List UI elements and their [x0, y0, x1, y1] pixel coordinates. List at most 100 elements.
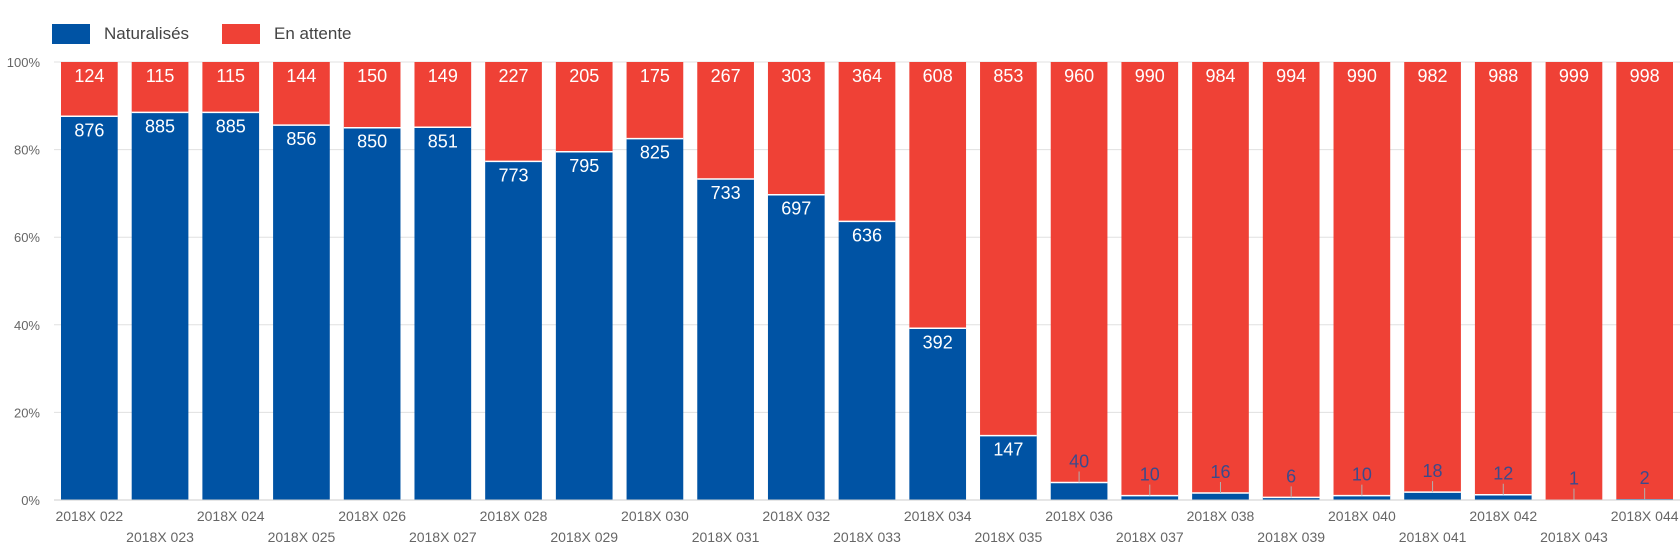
bar-segment-en-attente — [1121, 62, 1179, 496]
bar-segment-naturalises — [131, 112, 189, 501]
y-tick-label: 20% — [14, 405, 40, 420]
x-tick-label: 2018X 028 — [480, 508, 548, 524]
x-tick-label: 2018X 040 — [1328, 508, 1396, 524]
bar-segment-naturalises — [838, 221, 896, 500]
legend-swatch-naturalises — [52, 24, 90, 44]
data-label-naturalises: 147 — [993, 440, 1023, 460]
bar-segment-en-attente — [1050, 62, 1108, 483]
bar-segment-en-attente — [1262, 62, 1320, 498]
data-label-en-attente: 303 — [781, 66, 811, 86]
bar-segment-en-attente — [131, 62, 189, 113]
data-label-en-attente: 998 — [1630, 66, 1660, 86]
bar-segment-en-attente — [202, 62, 260, 113]
x-tick-label: 2018X 033 — [833, 529, 901, 545]
bar-segment-naturalises — [61, 116, 118, 500]
bar-segment-naturalises — [1474, 494, 1532, 500]
y-tick-label: 40% — [14, 318, 40, 333]
data-label-naturalises: 773 — [498, 165, 528, 185]
data-label-en-attente: 150 — [357, 66, 387, 86]
x-tick-label: 2018X 034 — [904, 508, 972, 524]
data-label-en-attente: 227 — [498, 66, 528, 86]
data-label-en-attente: 960 — [1064, 66, 1094, 86]
data-label-naturalises: 850 — [357, 132, 387, 152]
bar-segment-en-attente — [485, 62, 542, 162]
y-tick-label: 80% — [14, 143, 40, 158]
y-tick-label: 0% — [21, 493, 40, 508]
data-label-naturalises: 856 — [286, 129, 316, 149]
bar-segment-en-attente — [697, 62, 754, 179]
x-tick-label: 2018X 029 — [550, 529, 618, 545]
legend-item-naturalises[interactable]: Naturalisés — [52, 22, 189, 46]
data-label-naturalises: 10 — [1352, 465, 1372, 485]
data-label-en-attente: 149 — [428, 66, 458, 86]
data-label-en-attente: 853 — [993, 66, 1023, 86]
data-label-en-attente: 982 — [1418, 66, 1448, 86]
bar-segment-naturalises — [202, 112, 260, 501]
data-label-naturalises: 10 — [1140, 465, 1160, 485]
bar-segment-en-attente — [838, 62, 896, 222]
data-label-naturalises: 392 — [923, 332, 953, 352]
data-label-naturalises: 885 — [216, 116, 246, 136]
data-label-naturalises: 6 — [1286, 466, 1296, 486]
bar-segment-en-attente — [1616, 62, 1673, 500]
data-label-en-attente: 994 — [1276, 66, 1306, 86]
bar-segment-en-attente — [1333, 62, 1391, 496]
bar-segment-naturalises — [414, 127, 472, 501]
bar-segment-naturalises — [1050, 482, 1108, 500]
data-label-naturalises: 12 — [1493, 464, 1513, 484]
bar-segment-naturalises — [1333, 495, 1391, 500]
data-label-en-attente: 984 — [1205, 66, 1235, 86]
data-label-en-attente: 205 — [569, 66, 599, 86]
data-label-en-attente: 364 — [852, 66, 882, 86]
bar-segment-en-attente — [1192, 62, 1249, 493]
x-tick-label: 2018X 022 — [55, 508, 123, 524]
bar-segment-naturalises — [909, 328, 967, 500]
bar-segment-naturalises — [626, 138, 684, 500]
x-tick-label: 2018X 044 — [1611, 508, 1679, 524]
x-tick-label: 2018X 043 — [1540, 529, 1608, 545]
data-label-en-attente: 608 — [923, 66, 953, 86]
bar-segment-naturalises — [485, 161, 542, 500]
data-label-naturalises: 636 — [852, 225, 882, 245]
data-label-en-attente: 988 — [1488, 66, 1518, 86]
x-tick-label: 2018X 027 — [409, 529, 477, 545]
bar-segment-naturalises — [273, 125, 330, 501]
data-label-en-attente: 144 — [286, 66, 316, 86]
data-label-naturalises: 18 — [1423, 461, 1443, 481]
bar-segment-naturalises — [1192, 492, 1249, 500]
y-tick-label: 100% — [7, 55, 41, 70]
bar-segment-en-attente — [767, 62, 825, 195]
x-tick-label: 2018X 039 — [1257, 529, 1325, 545]
bar-segment-en-attente — [980, 62, 1037, 436]
bar-segment-en-attente — [1545, 62, 1603, 500]
bar-segment-en-attente — [1404, 62, 1461, 493]
data-label-naturalises: 851 — [428, 131, 458, 151]
x-tick-label: 2018X 037 — [1116, 529, 1184, 545]
x-tick-label: 2018X 042 — [1469, 508, 1537, 524]
data-label-en-attente: 115 — [146, 66, 175, 86]
x-tick-label: 2018X 031 — [692, 529, 760, 545]
legend-label-naturalises: Naturalisés — [104, 24, 190, 43]
x-tick-label: 2018X 025 — [268, 529, 336, 545]
bar-segment-en-attente — [273, 62, 330, 126]
x-tick-label: 2018X 038 — [1187, 508, 1255, 524]
x-tick-label: 2018X 041 — [1399, 529, 1467, 545]
data-label-naturalises: 733 — [711, 183, 741, 203]
bar-segment-en-attente — [414, 62, 472, 128]
x-tick-label: 2018X 035 — [975, 529, 1043, 545]
data-label-naturalises: 16 — [1210, 462, 1230, 482]
x-tick-label: 2018X 026 — [338, 508, 406, 524]
bar-segment-en-attente — [626, 62, 684, 139]
data-label-en-attente: 175 — [640, 66, 670, 86]
bar-segment-naturalises — [1121, 495, 1179, 500]
data-label-en-attente: 115 — [216, 66, 245, 86]
x-tick-label: 2018X 024 — [197, 508, 265, 524]
bar-segment-en-attente — [1474, 62, 1532, 495]
data-label-naturalises: 697 — [781, 199, 811, 219]
data-label-naturalises: 795 — [569, 156, 599, 176]
bar-segment-en-attente — [343, 62, 401, 128]
data-label-en-attente: 990 — [1347, 66, 1377, 86]
legend-item-en-attente[interactable]: En attente — [222, 22, 352, 46]
bar-segment-en-attente — [909, 62, 967, 329]
